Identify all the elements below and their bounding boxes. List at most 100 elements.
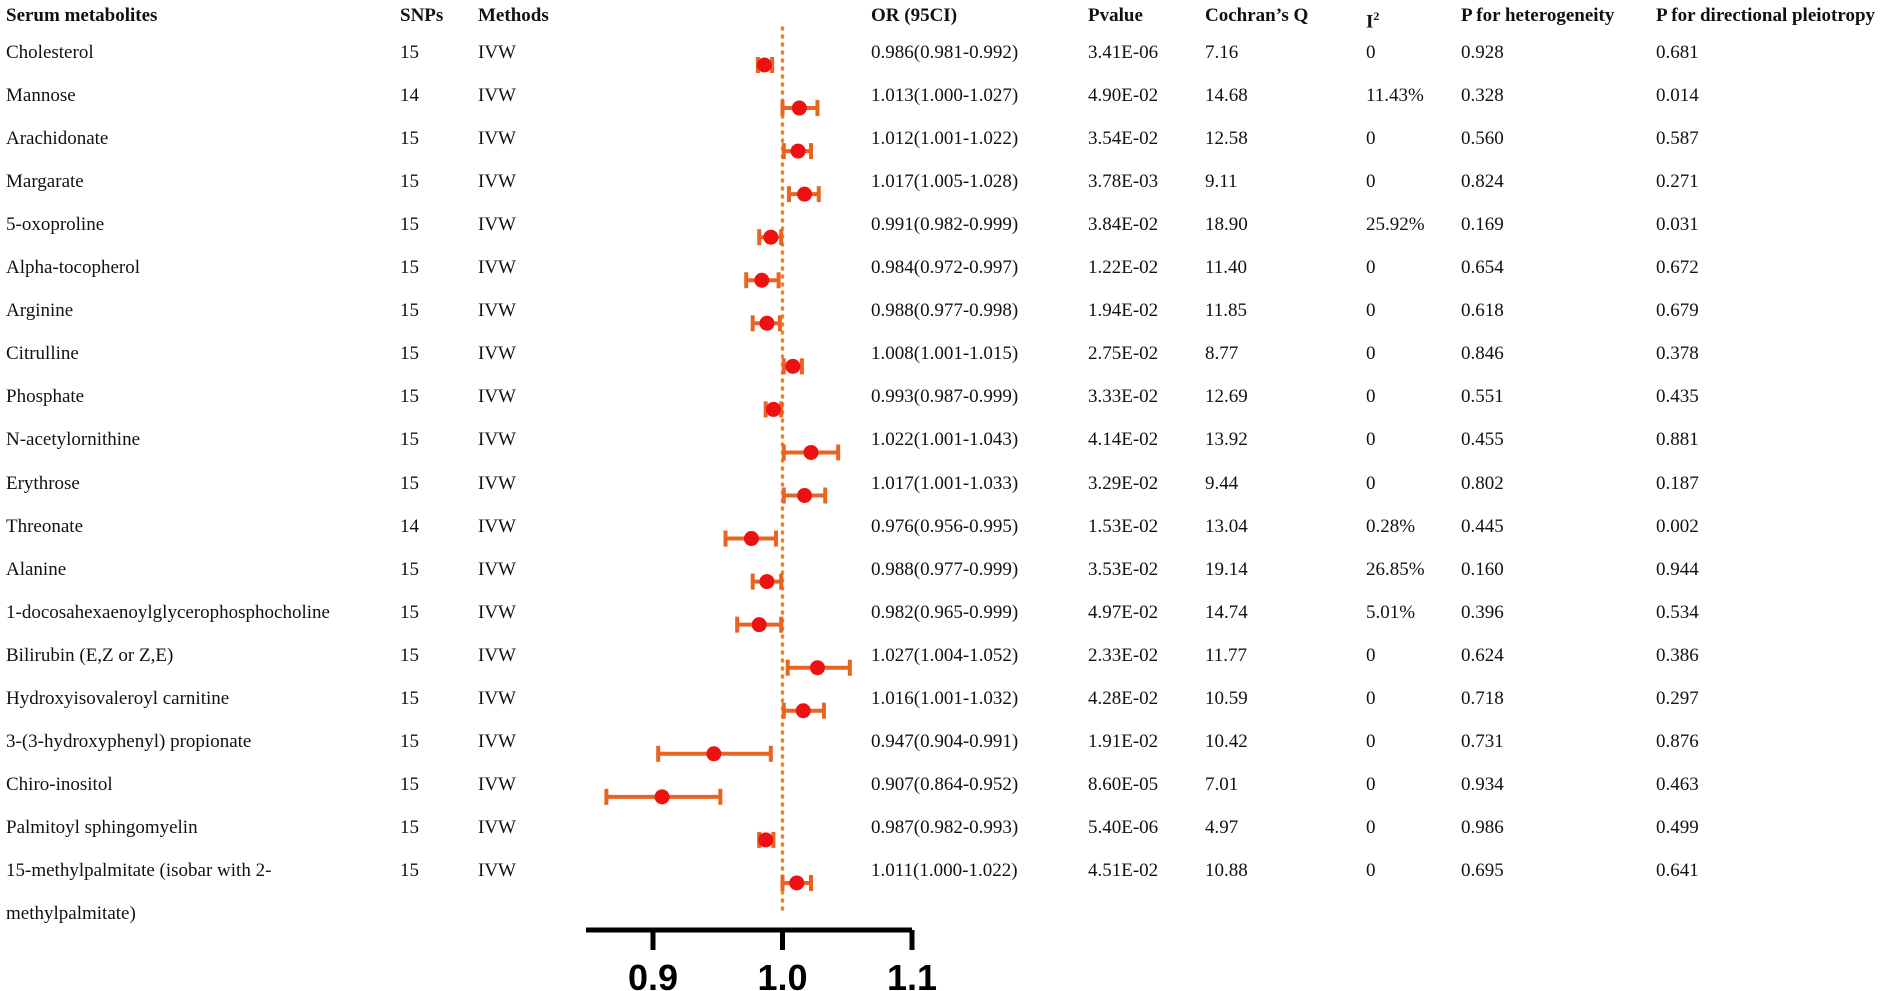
or-point <box>797 488 813 503</box>
cell-cochrans-q: 7.16 <box>1205 42 1239 63</box>
header-i2-base: I <box>1366 11 1374 33</box>
cell-pvalue: 4.14E-02 <box>1088 429 1159 451</box>
header-metabolite: Serum metabolites <box>6 5 158 26</box>
cell-cochrans-q: 12.58 <box>1205 128 1248 150</box>
header-snps: SNPs <box>400 5 444 26</box>
cell-cochrans-q: 8.77 <box>1205 343 1239 365</box>
cell-metabolite: Alanine <box>6 558 67 580</box>
cell-method: IVW <box>478 515 516 537</box>
cell-snps: 15 <box>400 386 419 408</box>
cell-i2: 0 <box>1366 343 1376 365</box>
forest-row-marks <box>781 702 826 719</box>
cell-p-heterogeneity: 0.169 <box>1461 214 1504 236</box>
or-point <box>754 272 770 288</box>
cell-p-pleiotropy: 0.386 <box>1656 644 1699 666</box>
cell-method: IVW <box>478 773 516 795</box>
cell-snps: 15 <box>400 300 419 322</box>
forest-row-marks <box>750 573 784 590</box>
cell-pvalue: 3.84E-02 <box>1088 214 1159 236</box>
cell-p-heterogeneity: 0.718 <box>1461 687 1504 709</box>
cell-cochrans-q: 4.97 <box>1205 816 1239 838</box>
cell-metabolite: Citrulline <box>6 343 79 365</box>
cell-or: 0.988(0.977-0.999) <box>871 558 1019 580</box>
or-point <box>758 832 774 848</box>
cell-i2: 11.43% <box>1366 85 1424 107</box>
cell-p-heterogeneity: 0.986 <box>1461 816 1504 838</box>
cell-p-heterogeneity: 0.928 <box>1461 42 1504 63</box>
cell-snps: 15 <box>400 171 419 193</box>
cell-pvalue: 4.97E-02 <box>1088 601 1159 623</box>
cell-i2: 0 <box>1366 257 1376 279</box>
forest-row-marks <box>781 358 804 375</box>
or-point <box>791 100 807 116</box>
cell-or: 0.907(0.864-0.952) <box>871 773 1019 795</box>
cell-i2: 0 <box>1366 730 1376 752</box>
cell-i2: 26.85% <box>1366 558 1425 580</box>
cell-p-pleiotropy: 0.002 <box>1656 515 1699 537</box>
cell-method: IVW <box>478 42 516 63</box>
cell-metabolite: Bilirubin (E,Z or Z,E) <box>6 644 174 666</box>
cell-or: 0.976(0.956-0.995) <box>871 515 1019 537</box>
cell-p-pleiotropy: 0.463 <box>1656 773 1699 795</box>
cell-p-pleiotropy: 0.187 <box>1656 472 1699 494</box>
cell-snps: 15 <box>400 214 419 236</box>
forest-row-marks <box>781 143 813 160</box>
cell-or: 1.013(1.000-1.027) <box>871 85 1019 107</box>
cell-p-heterogeneity: 0.618 <box>1461 300 1504 322</box>
cell-cochrans-q: 13.92 <box>1205 429 1248 451</box>
cell-snps: 15 <box>400 472 419 494</box>
header-i2: I2 <box>1366 5 1379 33</box>
cell-pvalue: 4.90E-02 <box>1088 85 1159 107</box>
forest-row-marks <box>750 315 782 332</box>
cell-cochrans-q: 10.59 <box>1205 687 1248 709</box>
forest-row-marks <box>786 186 821 203</box>
cell-cochrans-q: 11.40 <box>1205 257 1248 279</box>
cell-metabolite-continued: methylpalmitate) <box>6 903 136 924</box>
cell-or: 0.988(0.977-0.998) <box>871 300 1019 322</box>
cell-i2: 0 <box>1366 816 1376 838</box>
cell-pvalue: 2.75E-02 <box>1088 343 1159 365</box>
cell-p-heterogeneity: 0.551 <box>1461 386 1504 408</box>
cell-method: IVW <box>478 85 516 107</box>
cell-metabolite: Erythrose <box>6 472 80 494</box>
or-point <box>790 143 806 159</box>
cell-i2: 0 <box>1366 687 1376 709</box>
cell-pvalue: 3.29E-02 <box>1088 472 1159 494</box>
cell-p-heterogeneity: 0.846 <box>1461 343 1504 365</box>
forest-row-marks <box>735 616 784 633</box>
cell-method: IVW <box>478 343 516 365</box>
cell-metabolite: Margarate <box>6 171 84 193</box>
cell-p-heterogeneity: 0.802 <box>1461 472 1504 494</box>
cell-or: 1.022(1.001-1.043) <box>871 429 1019 451</box>
cell-metabolite: Cholesterol <box>6 42 94 63</box>
cell-metabolite: Arginine <box>6 300 74 322</box>
cell-metabolite: Arachidonate <box>6 128 109 150</box>
cell-p-heterogeneity: 0.560 <box>1461 128 1504 150</box>
cell-method: IVW <box>478 429 516 451</box>
or-point <box>756 57 772 73</box>
cell-p-pleiotropy: 0.881 <box>1656 429 1699 451</box>
header-p-heterogeneity: P for heterogeneity <box>1461 5 1615 26</box>
or-point <box>763 229 779 245</box>
forest-row-marks <box>744 272 781 289</box>
cell-snps: 15 <box>400 343 419 365</box>
cell-p-pleiotropy: 0.876 <box>1656 730 1699 752</box>
cell-method: IVW <box>478 472 516 494</box>
cell-cochrans-q: 10.42 <box>1205 730 1248 752</box>
cell-metabolite: Mannose <box>6 85 76 107</box>
cell-p-heterogeneity: 0.445 <box>1461 515 1504 537</box>
cell-snps: 15 <box>400 601 419 623</box>
cell-p-pleiotropy: 0.271 <box>1656 171 1699 193</box>
cell-method: IVW <box>478 859 516 881</box>
cell-i2: 5.01% <box>1366 601 1416 623</box>
cell-or: 0.991(0.982-0.999) <box>871 214 1019 236</box>
cell-snps: 15 <box>400 773 419 795</box>
forest-row-marks <box>755 57 775 73</box>
cell-method: IVW <box>478 128 516 150</box>
cell-pvalue: 8.60E-05 <box>1088 773 1159 795</box>
cell-or: 1.017(1.001-1.033) <box>871 472 1019 494</box>
cell-method: IVW <box>478 300 516 322</box>
cell-metabolite: 3-(3-hydroxyphenyl) propionate <box>6 730 252 752</box>
cell-p-heterogeneity: 0.328 <box>1461 85 1504 107</box>
